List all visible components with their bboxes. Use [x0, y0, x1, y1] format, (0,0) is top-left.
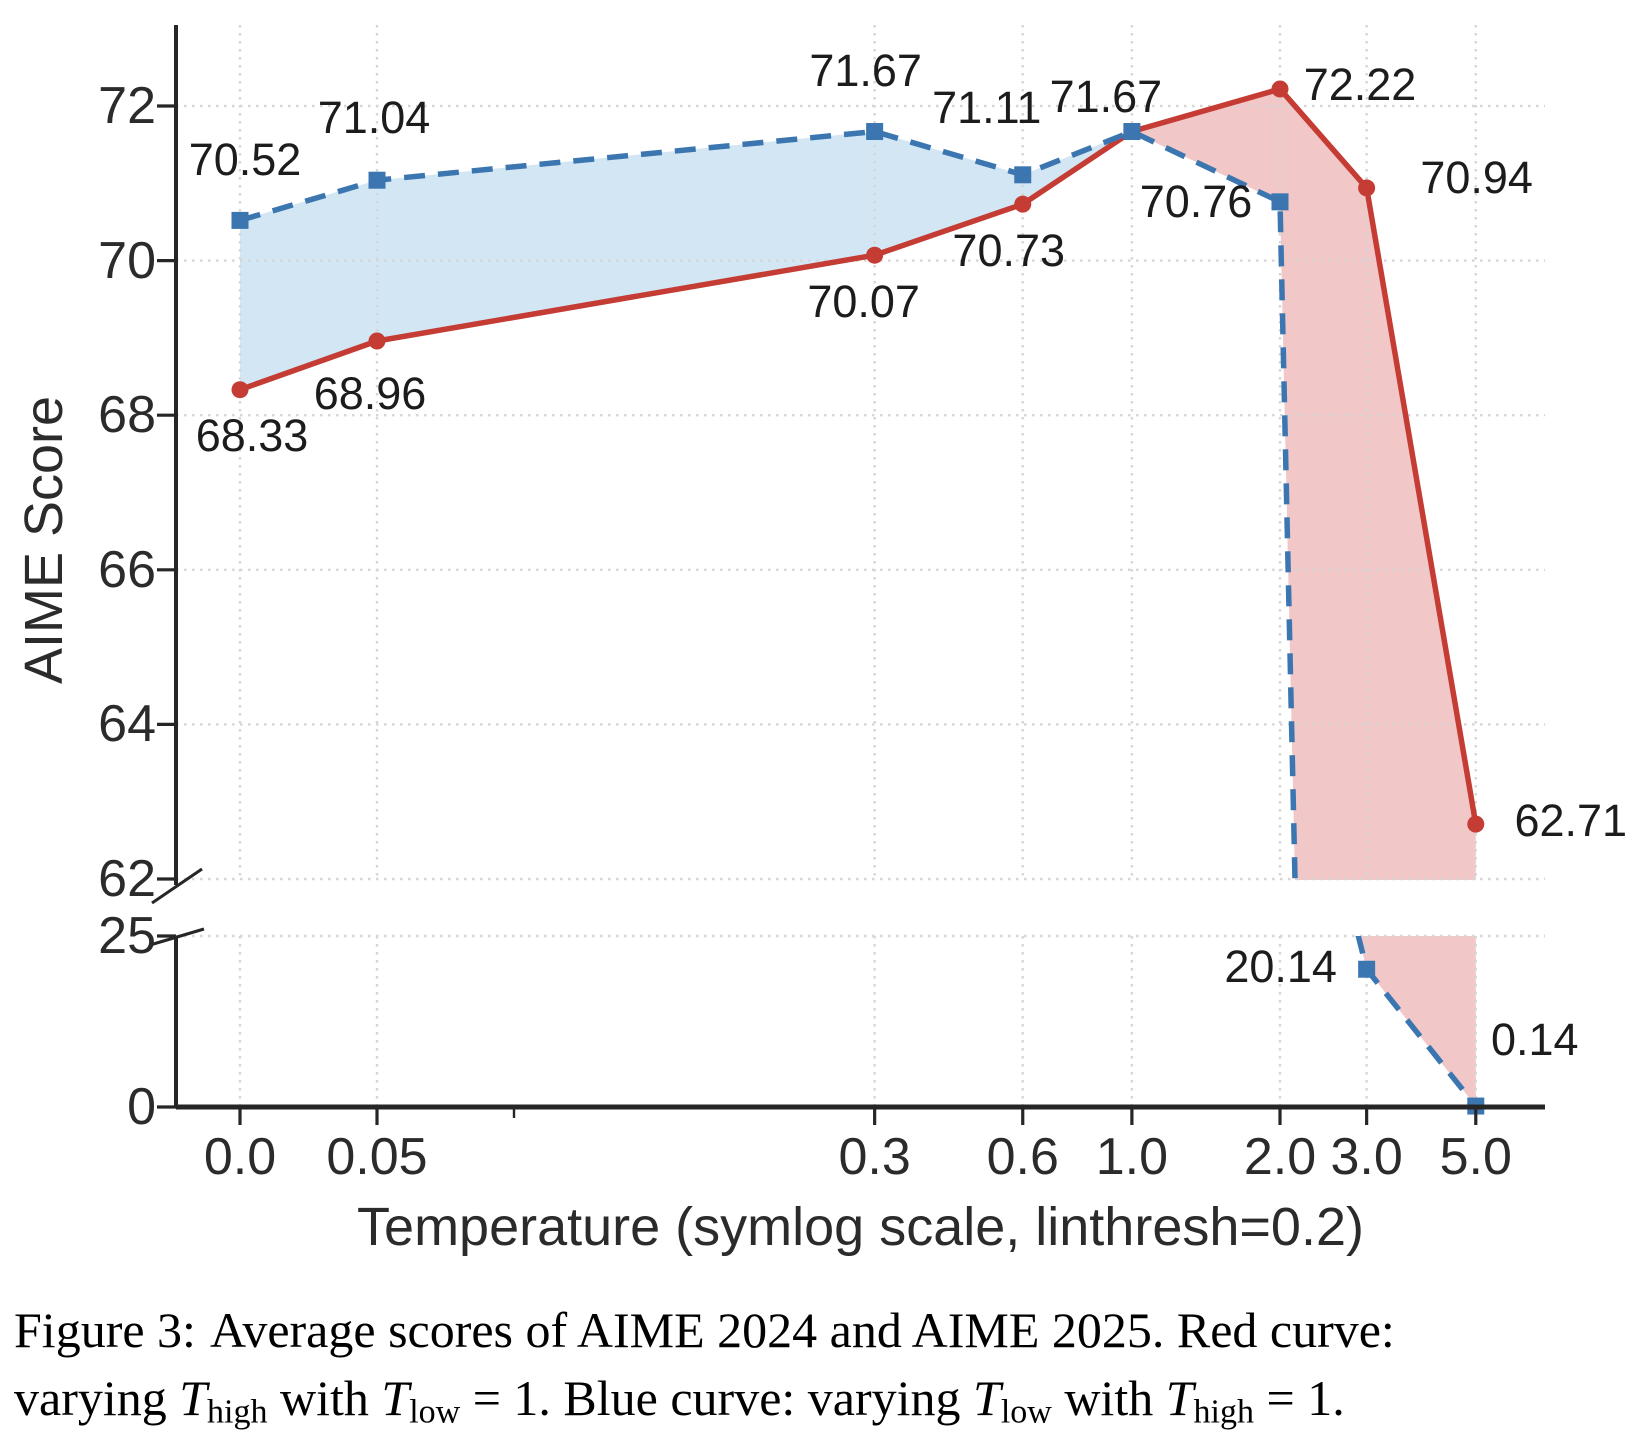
caption-math-T: T [179, 1370, 208, 1426]
red-circle-marker [1014, 195, 1032, 213]
red-shaded-region-bottom [1358, 936, 1476, 1107]
x-tick-label: 3.0 [1330, 1128, 1403, 1186]
blue-square-marker [1358, 960, 1376, 978]
x-tick-label: 0.6 [986, 1128, 1059, 1186]
y-tick-label: 0 [127, 1078, 156, 1136]
red-circle-marker [1358, 179, 1376, 197]
point-label: 71.04 [317, 92, 431, 144]
point-label: 68.96 [313, 367, 427, 419]
point-label: 70.94 [1420, 151, 1533, 203]
x-tick-label: 5.0 [1439, 1128, 1512, 1186]
gridlines [176, 25, 1545, 1107]
blue-square-marker [866, 123, 884, 141]
axes [149, 25, 1545, 1125]
axis-break-mark-bottom [149, 927, 205, 947]
caption-text: = 1. Blue curve: varying [460, 1370, 974, 1426]
caption-figure-number: Figure 3: [14, 1302, 196, 1358]
red-circle-marker [231, 381, 249, 399]
caption-text: with [267, 1370, 382, 1426]
y-tick-label: 68 [98, 386, 156, 445]
red-circle-marker [1467, 815, 1485, 833]
caption-subscript: low [1000, 1393, 1052, 1431]
y-tick-label: 66 [98, 540, 156, 599]
series-markers [231, 80, 1485, 1115]
caption-text: with [1051, 1370, 1166, 1426]
point-label: 70.07 [807, 276, 920, 328]
x-tick-label: 0.05 [326, 1128, 428, 1186]
caption-line-1: Figure 3: Average scores of AIME 2024 and… [14, 1296, 1632, 1364]
point-label: 70.76 [1139, 175, 1253, 227]
y-tick-label: 25 [98, 907, 156, 965]
blue-square-marker [368, 171, 386, 189]
figure-caption: Figure 3: Average scores of AIME 2024 and… [14, 1296, 1632, 1446]
y-tick-label: 62 [98, 850, 156, 908]
point-label: 70.52 [188, 134, 302, 186]
blue-square-marker [1123, 123, 1141, 141]
caption-math-T: T [381, 1370, 410, 1426]
point-label: 72.22 [1303, 58, 1417, 110]
point-label: 71.67 [1049, 70, 1163, 122]
x-tick-label: 2.0 [1243, 1128, 1317, 1186]
point-label: 70.73 [952, 225, 1066, 277]
point-label: 20.14 [1224, 941, 1337, 993]
point-label: 62.71 [1514, 795, 1628, 847]
blue-square-marker [1014, 166, 1032, 184]
y-tick-label: 70 [98, 231, 156, 290]
caption-line-2: varying Thigh with Tlow = 1. Blue curve:… [14, 1364, 1632, 1446]
x-axis-label: Temperature (symlog scale, linthresh=0.2… [357, 1197, 1364, 1257]
red-circle-marker [1271, 80, 1289, 98]
point-label: 71.11 [932, 81, 1042, 133]
red-circle-marker [866, 246, 884, 264]
blue-series-line-top [239, 128, 1298, 880]
red-shaded-region-top [1131, 88, 1476, 880]
y-tick-label: 64 [98, 695, 156, 754]
caption-subscript: low [409, 1393, 461, 1431]
caption-subscript: high [207, 1393, 268, 1431]
caption-math-T: T [1165, 1370, 1194, 1426]
caption-text: varying [14, 1370, 180, 1426]
blue-square-marker [231, 211, 249, 229]
caption-subscript: high [1193, 1393, 1254, 1431]
red-series-line-top [239, 86, 1479, 825]
y-tick-label: 72 [98, 77, 156, 135]
caption-text: = 1. [1254, 1370, 1345, 1426]
x-tick-label: 0.0 [203, 1128, 277, 1186]
blue-square-marker [1271, 193, 1289, 211]
axis-break-mark-top [151, 867, 203, 905]
point-label: 71.67 [809, 44, 922, 96]
point-label: 0.14 [1490, 1014, 1579, 1066]
caption-text: Average scores of AIME 2024 and AIME 202… [209, 1302, 1395, 1358]
caption-math-T: T [973, 1370, 1001, 1426]
point-label: 68.33 [195, 409, 309, 461]
red-circle-marker [368, 332, 386, 350]
x-tick-label: 1.0 [1095, 1128, 1169, 1186]
x-tick-label: 0.3 [838, 1128, 911, 1186]
